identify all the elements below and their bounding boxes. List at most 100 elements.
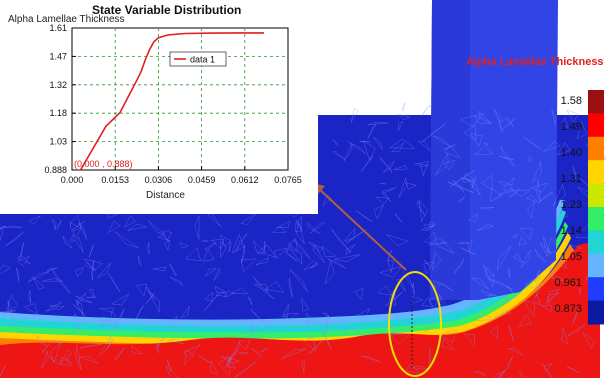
mesh-triangle [185,247,202,262]
mesh-triangle [282,313,300,321]
mesh-triangle [543,362,554,372]
mesh-triangle [35,334,47,347]
mesh-triangle [73,312,81,330]
mesh-triangle [263,240,266,252]
mesh-triangle [496,245,512,271]
mesh-triangle [287,253,298,261]
mesh-triangle [99,315,111,327]
mesh-triangle [395,212,403,223]
mesh-triangle [5,231,25,247]
mesh-triangle [520,249,531,268]
mesh-triangle [198,355,211,364]
mesh-triangle [130,345,144,354]
mesh-triangle [423,231,438,245]
colorbar-segment [588,300,604,325]
mesh-triangle [115,347,125,361]
mesh-triangle [405,182,417,190]
mesh-triangle [76,292,87,306]
mesh-triangle [164,239,171,251]
mesh-triangle [0,225,5,230]
contour-band-light-blue [0,200,565,334]
mesh-triangle [433,279,441,289]
colorbar-segment [588,113,604,138]
mesh-triangle [276,220,291,229]
mesh-triangle [444,144,456,150]
mesh-triangle [498,118,503,133]
mesh-triangle [472,114,491,124]
mesh-triangle [543,235,550,253]
mesh-triangle [522,299,536,317]
mesh-triangle [373,204,385,220]
mesh-triangle [230,287,249,295]
mesh-triangle [567,323,586,337]
mesh-triangle [345,244,356,256]
mesh-triangle [566,366,580,374]
mesh-triangle [423,261,435,275]
mesh-triangle [213,267,221,281]
mesh-triangle [494,309,512,318]
mesh-triangle [28,290,32,304]
mesh-triangle [482,264,495,288]
mesh-triangle [56,220,63,229]
mesh-triangle [463,124,477,141]
mesh-triangle [5,294,19,314]
mesh-triangle [545,238,560,257]
x-tick-label: 0.0153 [101,175,129,185]
mesh-triangle [486,278,513,290]
mesh-triangle [49,305,65,310]
mesh-triangle [578,176,590,187]
mesh-triangle [439,329,457,344]
x-tick-label: 0.0459 [188,175,216,185]
mesh-triangle [416,200,425,216]
colorbar-segment [588,277,604,302]
mesh-triangle [325,315,330,330]
colorbar-value: 0.961 [554,277,582,289]
mesh-triangle [551,109,557,126]
mesh-triangle [334,254,360,263]
mesh-triangle [309,262,318,268]
mesh-triangle [178,242,189,249]
mesh-triangle [209,359,219,376]
mesh-triangle [348,141,366,155]
mesh-triangle [293,239,311,260]
mesh-triangle [535,283,541,297]
mesh-triangle [502,118,516,130]
mesh-triangle [74,299,84,317]
mesh-triangle [75,236,84,253]
mesh-triangle [225,349,239,368]
mesh-triangle [0,225,7,231]
mesh-triangle [511,233,519,239]
mesh-triangle [421,103,433,116]
y-axis-label: Alpha Lamellae Thickness [8,14,125,25]
mesh-triangle [435,152,449,176]
mesh-triangle [532,293,541,306]
mesh-triangle [288,277,293,298]
mesh-triangle [41,343,51,354]
mesh-triangle [343,143,353,162]
x-axis-label: Distance [146,190,185,201]
mesh-triangle [45,301,62,312]
mesh-triangle [508,347,524,356]
mesh-triangle [0,365,6,377]
y-tick-label: 0.888 [44,165,67,175]
mesh-triangle [489,187,503,202]
mesh-triangle [72,227,83,238]
mesh-triangle [204,241,217,250]
state-variable-chart: 0.000 0.0153 0.0306 0.0459 0.0612 0.0765 1.61 1… [0,0,318,214]
mesh-triangle [247,296,253,306]
mesh-triangle [460,177,471,181]
mesh-triangle [84,262,96,271]
mesh-triangle [467,238,473,252]
colorbar-value: 0.873 [554,303,582,315]
mesh-triangle [489,326,499,340]
mesh-triangle [7,300,15,320]
mesh-triangle [541,363,553,378]
mesh-triangle [396,279,406,292]
x-tick-label: 0.000 [61,175,84,185]
mesh-triangle [145,286,155,300]
mesh-triangle [354,288,364,301]
mesh-triangle [346,229,367,244]
mesh-triangle [245,326,254,333]
mesh-triangle [478,110,492,124]
mesh-triangle [184,349,195,366]
